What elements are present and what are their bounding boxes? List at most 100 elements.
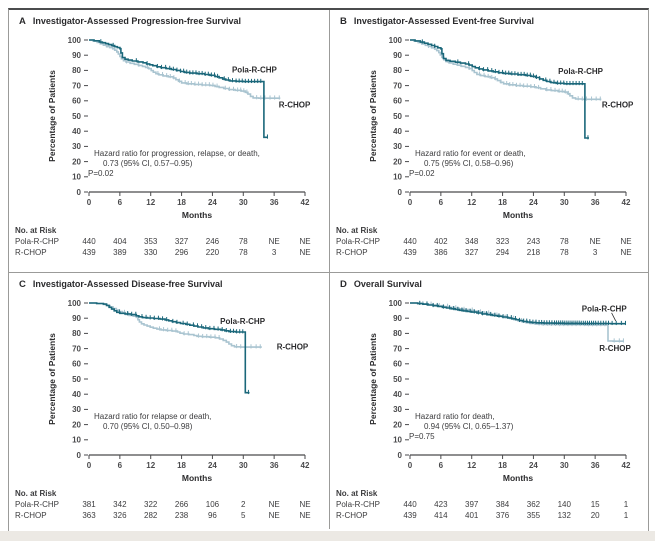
risk-value: 362 bbox=[526, 500, 541, 509]
x-tick-label: 12 bbox=[146, 198, 155, 207]
risk-row-label: Pola-R-CHP bbox=[15, 500, 60, 509]
hr-annotation-line: 0.94 (95% CI, 0.65–1.37) bbox=[424, 422, 514, 431]
risk-value: 132 bbox=[557, 511, 571, 520]
risk-value: 381 bbox=[82, 500, 96, 509]
risk-row-label: Pola-R-CHP bbox=[336, 237, 381, 246]
risk-value: 323 bbox=[495, 237, 510, 246]
x-tick-label: 42 bbox=[622, 198, 631, 207]
page-bottom-strip bbox=[0, 531, 655, 541]
risk-row: Pola-R-CHP 440 423 397 384 362 140 15 1 bbox=[330, 499, 648, 510]
x-tick-label: 0 bbox=[408, 198, 413, 207]
series-label-r-chop: R-CHOP bbox=[279, 101, 311, 110]
risk-header: No. at Risk bbox=[15, 489, 57, 498]
risk-value: 326 bbox=[113, 511, 127, 520]
y-tick-label: 20 bbox=[72, 157, 81, 166]
x-tick-label: 24 bbox=[529, 198, 538, 207]
y-tick-label: 100 bbox=[389, 299, 403, 308]
risk-value: NE bbox=[268, 500, 280, 509]
y-axis-label: Percentage of Patients bbox=[368, 70, 378, 162]
risk-value: 78 bbox=[559, 237, 569, 246]
x-tick-label: 42 bbox=[301, 461, 310, 470]
km-plot-b: 0 10 20 30 40 50 60 70 80 90 100 0 6 12 18 24 30 36 42 Mont… bbox=[368, 36, 634, 220]
x-tick-label: 24 bbox=[208, 198, 217, 207]
series-label-r-chop: R-CHOP bbox=[602, 101, 634, 110]
panel-b: B Investigator-Assessed Event-free Surviv… bbox=[330, 10, 648, 273]
y-tick-label: 0 bbox=[398, 188, 403, 197]
risk-row-label: Pola-R-CHP bbox=[15, 237, 60, 246]
risk-header: No. at Risk bbox=[336, 489, 378, 498]
y-tick-label: 80 bbox=[393, 66, 402, 75]
y-axis-label: Percentage of Patients bbox=[47, 70, 57, 162]
panel-b-header: B Investigator-Assessed Event-free Surviv… bbox=[340, 16, 534, 27]
series-label-r-chop: R-CHOP bbox=[599, 344, 631, 353]
series-label-pola-r-chp: Pola-R-CHP bbox=[582, 304, 628, 313]
y-tick-label: 80 bbox=[72, 329, 81, 338]
km-plot-a: 0 10 20 30 40 50 60 70 80 90 100 0 6 12 18 24 30 36 42 Mont… bbox=[47, 36, 311, 220]
y-tick-label: 70 bbox=[72, 81, 81, 90]
panel-c-header: C Investigator-Assessed Disease-free Surv… bbox=[19, 279, 222, 290]
series-label-pola-r-chp: Pola-R-CHP bbox=[558, 67, 604, 76]
series-label-pola-r-chp: Pola-R-CHP bbox=[232, 66, 278, 75]
risk-value: 296 bbox=[174, 248, 189, 257]
y-tick-label: 60 bbox=[393, 97, 402, 106]
risk-value: NE bbox=[620, 237, 632, 246]
risk-value: 282 bbox=[144, 511, 158, 520]
y-tick-label: 30 bbox=[72, 142, 81, 151]
y-tick-label: 100 bbox=[389, 36, 403, 45]
x-tick-label: 18 bbox=[177, 461, 186, 470]
risk-row-label: R-CHOP bbox=[336, 511, 368, 520]
x-tick-label: 6 bbox=[118, 198, 123, 207]
risk-value: 3 bbox=[271, 248, 277, 257]
risk-value: 414 bbox=[434, 511, 448, 520]
risk-value: NE bbox=[589, 237, 601, 246]
risk-value: 386 bbox=[434, 248, 448, 257]
risk-value: 106 bbox=[205, 500, 220, 509]
survival-curve-pola-r-chp bbox=[410, 302, 626, 325]
risk-value: 384 bbox=[495, 500, 510, 509]
risk-value: 330 bbox=[144, 248, 158, 257]
y-tick-label: 10 bbox=[393, 173, 402, 182]
hr-annotation-line: Hazard ratio for event or death, bbox=[415, 149, 526, 158]
y-tick-label: 0 bbox=[77, 188, 82, 197]
y-axis-label: Percentage of Patients bbox=[368, 333, 378, 425]
risk-value: 78 bbox=[238, 237, 248, 246]
risk-value: NE bbox=[268, 237, 280, 246]
hr-annotation-line: 0.73 (95% CI, 0.57–0.95) bbox=[103, 159, 193, 168]
risk-row: R-CHOP 439 386 327 294 218 78 3 NE bbox=[330, 247, 648, 258]
x-tick-label: 18 bbox=[498, 198, 507, 207]
panel-letter: D bbox=[340, 279, 347, 290]
x-tick-label: 42 bbox=[301, 198, 310, 207]
risk-value: 294 bbox=[495, 248, 510, 257]
risk-value: 439 bbox=[403, 248, 417, 257]
panel-letter: C bbox=[19, 279, 26, 290]
x-tick-label: 0 bbox=[408, 461, 413, 470]
risk-value: 15 bbox=[590, 500, 600, 509]
risk-value: 440 bbox=[403, 237, 417, 246]
risk-table-b: No. at Risk Pola-R-CHP 440 402 348 323 243 78 NE… bbox=[330, 225, 648, 258]
panel-a-header: A Investigator-Assessed Progression-free … bbox=[19, 16, 241, 27]
panel-a: A Investigator-Assessed Progression-free … bbox=[9, 10, 330, 273]
x-tick-label: 12 bbox=[467, 461, 476, 470]
panel-title: Investigator-Assessed Event-free Surviva… bbox=[353, 16, 534, 26]
y-tick-label: 10 bbox=[393, 436, 402, 445]
risk-row: Pola-R-CHP 440 404 353 327 246 78 NE NE bbox=[9, 236, 329, 247]
risk-row: R-CHOP 439 414 401 376 355 132 20 1 bbox=[330, 510, 648, 521]
x-tick-label: 12 bbox=[467, 198, 476, 207]
hr-annotation-line: P=0.75 bbox=[409, 432, 435, 441]
y-tick-label: 50 bbox=[393, 112, 402, 121]
risk-value: 78 bbox=[559, 248, 569, 257]
y-tick-label: 90 bbox=[393, 51, 402, 60]
risk-value: 5 bbox=[241, 511, 246, 520]
hr-annotation-line: Hazard ratio for progression, relapse, o… bbox=[94, 149, 260, 158]
x-tick-label: 36 bbox=[270, 198, 279, 207]
risk-header: No. at Risk bbox=[336, 226, 378, 235]
y-tick-label: 50 bbox=[72, 375, 81, 384]
risk-row: R-CHOP 363 326 282 238 96 5 NE NE bbox=[9, 510, 329, 521]
risk-value: 327 bbox=[465, 248, 479, 257]
y-tick-label: 80 bbox=[393, 329, 402, 338]
risk-value: 2 bbox=[241, 500, 246, 509]
y-tick-label: 60 bbox=[72, 97, 81, 106]
y-tick-label: 40 bbox=[393, 127, 402, 136]
x-tick-label: 6 bbox=[118, 461, 123, 470]
y-axis-label: Percentage of Patients bbox=[47, 333, 57, 425]
